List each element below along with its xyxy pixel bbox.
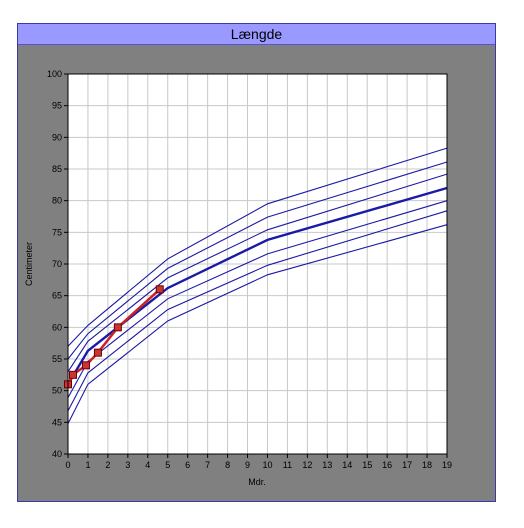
measured-point-marker	[155, 285, 164, 294]
x-tick-label: 19	[442, 460, 452, 470]
y-tick-label: 75	[52, 227, 62, 237]
measured-point-marker	[68, 370, 77, 379]
x-tick-label: 6	[185, 460, 190, 470]
x-tick-label: 5	[165, 460, 170, 470]
reference-curve	[67, 161, 448, 360]
measured-point-marker	[113, 323, 122, 332]
grid	[68, 74, 447, 454]
reference-curve	[67, 147, 448, 347]
y-tick-label: 85	[52, 164, 62, 174]
x-tick-label: 13	[322, 460, 332, 470]
y-tick-label: 45	[52, 417, 62, 427]
reference-curve	[67, 200, 448, 398]
x-tick-label: 14	[342, 460, 352, 470]
y-tick-label: 95	[52, 101, 62, 111]
x-tick-label: 9	[245, 460, 250, 470]
y-tick-label: 65	[52, 291, 62, 301]
axes: 0 1 2 3 4 5 6 7 8 9 10 11 12 13 14 15 16 17 18 194045505560…	[47, 69, 452, 470]
x-tick-label: 8	[225, 460, 230, 470]
y-tick-label: 90	[52, 132, 62, 142]
y-tick-label: 100	[47, 69, 62, 79]
chart-window: Længde 0 1 2 3 4 5 6 7 8 9 10 11 12 13 14 15 16 17 18 19 40 4…	[17, 23, 496, 502]
reference-curve	[67, 224, 448, 424]
x-tick-label: 18	[422, 460, 432, 470]
x-tick-label: 0	[65, 460, 70, 470]
y-tick-label: 55	[52, 354, 62, 364]
x-tick-label: 12	[302, 460, 312, 470]
y-axis-label: Centimeter	[24, 242, 34, 286]
y-tick-label: 80	[52, 196, 62, 206]
measured-point-marker	[93, 348, 102, 357]
reference-curve	[67, 210, 448, 412]
y-tick-label: 60	[52, 322, 62, 332]
x-tick-label: 16	[382, 460, 392, 470]
chart-title: Længde	[18, 24, 495, 45]
x-tick-label: 3	[125, 460, 130, 470]
plot-frame	[67, 73, 448, 455]
reference-curve	[67, 173, 448, 373]
x-tick-label: 17	[402, 460, 412, 470]
measured-point-marker	[81, 361, 90, 370]
x-tick-label: 2	[105, 460, 110, 470]
series-layer	[66, 147, 448, 424]
y-tick-label: 70	[52, 259, 62, 269]
chart-svg: 0 1 2 3 4 5 6 7 8 9 10 11 12 13 14 15 16 17 18 194045505560…	[24, 69, 452, 487]
y-tick-label: 50	[52, 386, 62, 396]
x-tick-label: 7	[205, 460, 210, 470]
median-curve	[66, 186, 448, 385]
x-tick-label: 1	[85, 460, 90, 470]
x-tick-label: 10	[262, 460, 272, 470]
y-tick-label: 40	[52, 449, 62, 459]
x-tick-label: 4	[145, 460, 150, 470]
x-axis-label: Mdr.	[248, 477, 266, 487]
x-tick-label: 11	[283, 460, 292, 470]
x-tick-label: 15	[362, 460, 372, 470]
